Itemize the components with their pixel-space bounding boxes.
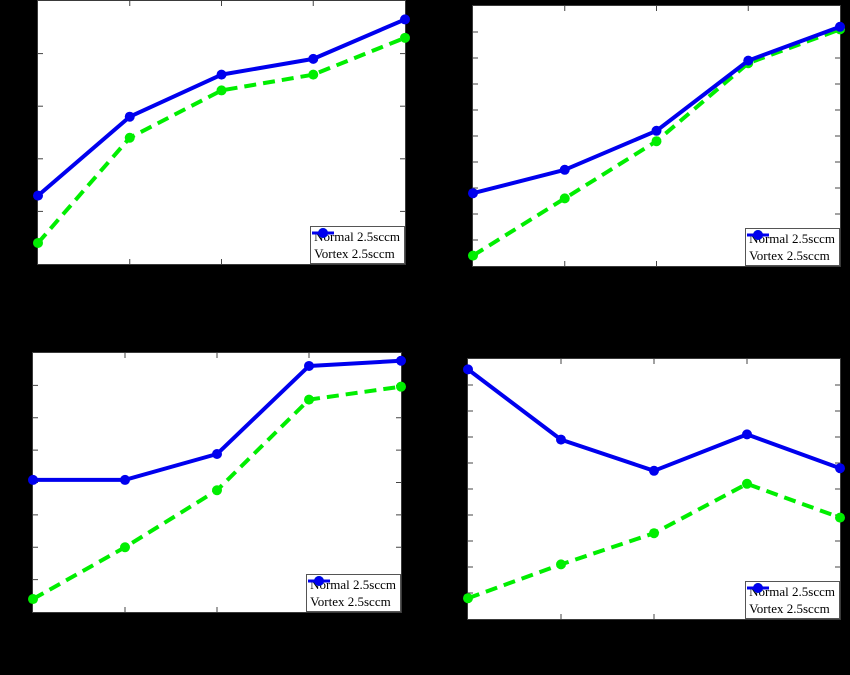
normal-data-point xyxy=(468,250,478,261)
vortex-data-point xyxy=(651,125,662,136)
legend-label: Vortex 2.5sccm xyxy=(314,246,395,261)
normal-data-point xyxy=(304,394,314,405)
chart-panel-d: Normal 2.5sccm Vortex 2.5sccm xyxy=(463,358,845,620)
solid-line-marker-icon xyxy=(747,583,770,593)
legend: Normal 2.5sccm Vortex 2.5sccm xyxy=(745,581,840,619)
vortex-data-point xyxy=(463,364,473,375)
vortex-data-point xyxy=(835,463,845,474)
chart-panel-a: Normal 2.5sccm Vortex 2.5sccm xyxy=(33,0,410,265)
normal-data-point xyxy=(463,593,473,604)
normal-data-point xyxy=(212,485,222,496)
legend-entry: Vortex 2.5sccm xyxy=(308,576,396,610)
legend-label: Normal 2.5sccm xyxy=(749,231,835,246)
legend: Normal 2.5sccm Vortex 2.5sccm xyxy=(306,574,401,612)
plot-area xyxy=(33,1,410,264)
chart-panel-b: Normal 2.5sccm Vortex 2.5sccm xyxy=(468,5,845,267)
legend-label: Normal 2.5sccm xyxy=(749,584,835,599)
normal-data-point xyxy=(396,381,406,392)
normal-series-line xyxy=(36,35,406,245)
vortex-data-point xyxy=(33,190,43,201)
normal-data-point xyxy=(308,69,319,80)
solid-line-marker-icon xyxy=(747,230,770,240)
normal-data-point xyxy=(120,542,130,553)
normal-data-point xyxy=(124,132,135,143)
vortex-series-line xyxy=(472,24,841,196)
normal-data-point xyxy=(559,193,570,204)
normal-data-point xyxy=(651,136,662,147)
normal-data-point xyxy=(835,512,845,523)
legend-entry: Vortex 2.5sccm xyxy=(747,583,835,617)
vortex-data-point xyxy=(556,434,566,445)
vortex-data-point xyxy=(28,474,38,485)
legend-entry: Vortex 2.5sccm xyxy=(312,228,400,262)
legend-label: Vortex 2.5sccm xyxy=(749,601,830,616)
vortex-series-line xyxy=(466,367,841,473)
vortex-data-point xyxy=(649,465,659,476)
vortex-data-point xyxy=(120,474,130,485)
legend: Normal 2.5sccm Vortex 2.5sccm xyxy=(310,226,405,264)
normal-data-point xyxy=(33,237,43,248)
normal-data-point xyxy=(742,478,752,489)
solid-line-marker-icon xyxy=(312,228,335,238)
normal-data-point xyxy=(649,528,659,539)
vortex-data-point xyxy=(743,55,754,66)
vortex-data-point xyxy=(835,21,845,32)
vortex-data-point xyxy=(468,188,478,199)
plot-area xyxy=(28,353,406,612)
normal-data-point xyxy=(400,32,410,43)
vortex-data-point xyxy=(559,164,570,175)
chart-panel-c: Normal 2.5sccm Vortex 2.5sccm xyxy=(28,352,406,613)
normal-data-point xyxy=(28,594,38,605)
vortex-series-line xyxy=(36,17,406,198)
vortex-data-point xyxy=(212,449,222,460)
plot-area xyxy=(463,359,845,619)
vortex-data-point xyxy=(396,355,406,366)
vortex-data-point xyxy=(216,69,227,80)
vortex-data-point xyxy=(400,14,410,25)
normal-data-point xyxy=(216,85,227,96)
legend: Normal 2.5sccm Vortex 2.5sccm xyxy=(745,228,840,266)
plot-area xyxy=(468,6,845,266)
vortex-series-line xyxy=(33,358,402,482)
vortex-data-point xyxy=(308,53,319,64)
legend-label: Normal 2.5sccm xyxy=(314,229,400,244)
legend-label: Vortex 2.5sccm xyxy=(749,248,830,263)
vortex-data-point xyxy=(124,111,135,122)
vortex-data-point xyxy=(742,429,752,440)
legend-label: Normal 2.5sccm xyxy=(310,577,396,592)
vortex-data-point xyxy=(304,360,314,371)
legend-entry: Vortex 2.5sccm xyxy=(747,230,835,264)
legend-label: Vortex 2.5sccm xyxy=(310,594,391,609)
solid-line-marker-icon xyxy=(308,576,331,586)
normal-data-point xyxy=(556,559,566,570)
